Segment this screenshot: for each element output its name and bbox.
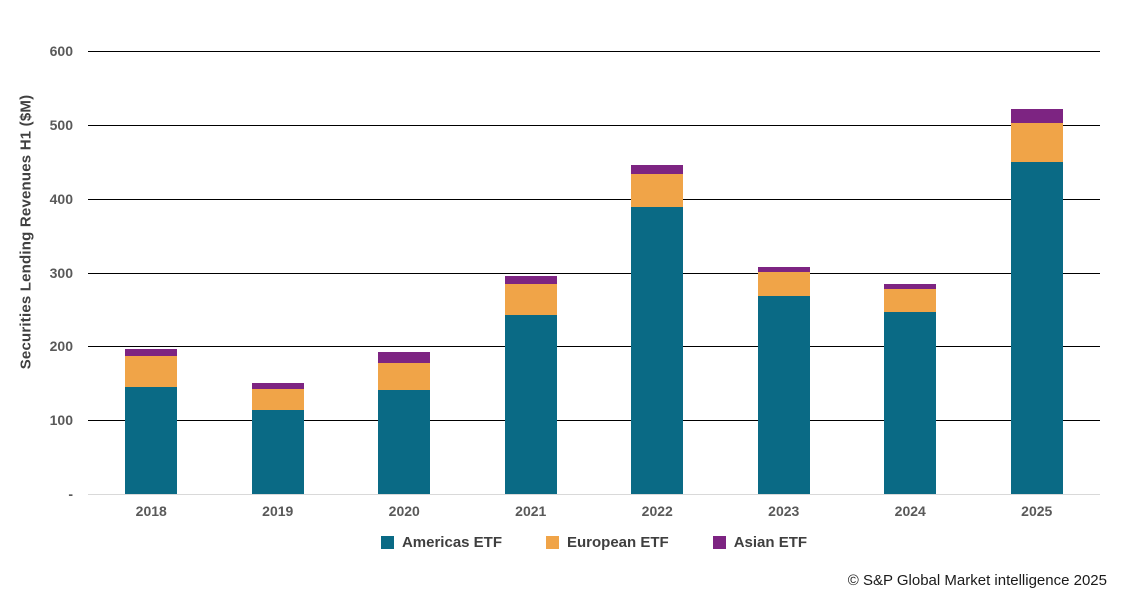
bar-2022[interactable]: [631, 165, 684, 494]
bar-segment-2022-americas-etf[interactable]: [631, 206, 684, 494]
legend-swatch-americas-icon: [380, 536, 394, 549]
bar-segment-2018-americas-etf[interactable]: [125, 386, 178, 494]
bar-segment-2019-european-etf[interactable]: [251, 389, 304, 410]
y-tick-label-500: 500: [49, 116, 73, 133]
x-tick-label-2023: 2023: [768, 503, 800, 519]
x-axis-baseline: [88, 494, 1100, 495]
bar-2024[interactable]: [884, 283, 937, 494]
x-tick-label-2025: 2025: [1021, 503, 1053, 519]
bar-segment-2021-asian-etf[interactable]: [504, 276, 557, 285]
x-tick-label-2018: 2018: [135, 503, 167, 519]
bar-segment-2022-european-etf[interactable]: [631, 173, 684, 207]
x-tick-label-2021: 2021: [515, 503, 547, 519]
bar-segment-2024-european-etf[interactable]: [884, 288, 937, 312]
bar-segment-2025-asian-etf[interactable]: [1010, 109, 1063, 124]
y-tick-label-400: 400: [49, 190, 73, 207]
legend-label-americas: Americas ETF: [401, 534, 502, 551]
bar-segment-2024-asian-etf[interactable]: [884, 283, 937, 289]
bar-segment-2020-asian-etf[interactable]: [378, 352, 431, 364]
legend: Americas ETF European ETF Asian ETF: [88, 534, 1100, 551]
bar-2020[interactable]: [378, 352, 431, 494]
plot-area: [88, 51, 1100, 495]
gridline-200: [88, 346, 1100, 348]
legend-swatch-european-icon: [546, 536, 559, 549]
bar-2023[interactable]: [757, 267, 810, 494]
x-axis-tick-labels: 2018 2019 2020 2021 2022 2023 2024 2025: [88, 503, 1100, 523]
y-tick-label-200: 200: [49, 338, 73, 355]
bar-segment-2019-americas-etf[interactable]: [251, 409, 304, 494]
bar-2019[interactable]: [251, 383, 304, 494]
bar-segment-2022-asian-etf[interactable]: [631, 165, 684, 174]
bar-segment-2025-americas-etf[interactable]: [1010, 161, 1063, 494]
y-tick-label-300: 300: [49, 264, 73, 281]
bar-2025[interactable]: [1010, 109, 1063, 494]
gridline-500: [88, 124, 1100, 126]
x-tick-label-2022: 2022: [641, 503, 673, 519]
y-tick-label-600: 600: [49, 43, 73, 59]
legend-swatch-asian-icon: [712, 536, 726, 549]
bar-segment-2019-asian-etf[interactable]: [251, 383, 304, 390]
bar-segment-2020-americas-etf[interactable]: [378, 389, 431, 494]
bar-segment-2021-european-etf[interactable]: [504, 284, 557, 316]
legend-item-european-etf[interactable]: European ETF: [546, 534, 669, 551]
legend-label-european: European ETF: [567, 534, 669, 551]
bar-segment-2021-americas-etf[interactable]: [504, 315, 557, 494]
y-tick-label-100: 100: [49, 412, 73, 429]
legend-label-asian: Asian ETF: [733, 534, 808, 551]
bar-segment-2018-european-etf[interactable]: [125, 355, 178, 387]
legend-item-americas-etf[interactable]: Americas ETF: [380, 534, 502, 551]
gridline-400: [88, 198, 1100, 200]
gridline-300: [88, 272, 1100, 274]
bar-segment-2023-americas-etf[interactable]: [757, 296, 810, 494]
gridline-600: [88, 51, 1100, 52]
bar-segment-2020-european-etf[interactable]: [378, 363, 431, 390]
bar-segment-2023-european-etf[interactable]: [757, 271, 810, 297]
gridline-100: [88, 420, 1100, 422]
copyright-text: © S&P Global Market intelligence 2025: [847, 572, 1107, 589]
x-tick-label-2024: 2024: [894, 503, 926, 519]
y-axis-tick-labels: 600 500 400 300 200 100 -: [0, 43, 85, 502]
bar-2018[interactable]: [125, 349, 178, 494]
bar-segment-2025-european-etf[interactable]: [1010, 123, 1063, 162]
bar-2021[interactable]: [504, 276, 557, 494]
legend-item-asian-etf[interactable]: Asian ETF: [712, 534, 808, 551]
bar-segment-2023-asian-etf[interactable]: [757, 267, 810, 272]
bar-segment-2024-americas-etf[interactable]: [884, 311, 937, 494]
bar-segment-2018-asian-etf[interactable]: [125, 349, 178, 356]
y-tick-label-0: -: [68, 486, 73, 502]
x-tick-label-2020: 2020: [388, 503, 420, 519]
x-tick-label-2019: 2019: [262, 503, 294, 519]
